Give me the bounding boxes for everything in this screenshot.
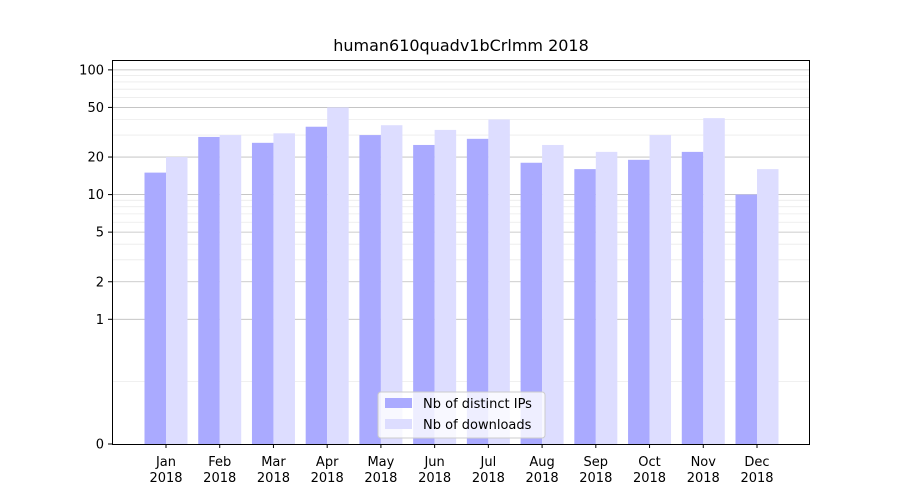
- bar-distinct-ips-mar: [251, 142, 274, 445]
- bar-downloads-apr: [327, 107, 349, 445]
- bar-distinct-ips-dec: [735, 194, 757, 444]
- y-tick-label: 50: [87, 101, 104, 116]
- x-tick-label-month: Feb: [208, 455, 231, 470]
- y-tick-label: 2: [96, 275, 104, 290]
- x-tick-label-month: Jul: [480, 455, 497, 470]
- x-tick-label-year: 2018: [203, 471, 236, 486]
- x-tick-label-year: 2018: [633, 471, 666, 486]
- bar-distinct-ips-feb: [198, 136, 220, 445]
- bar-downloads-aug: [542, 144, 564, 445]
- x-tick-label-year: 2018: [526, 471, 559, 486]
- x-tick-label-month: Jan: [155, 455, 176, 470]
- x-tick-label-month: Dec: [744, 455, 769, 470]
- legend-box: [377, 391, 546, 439]
- legend-swatch: [385, 419, 412, 429]
- x-tick-label-year: 2018: [740, 471, 773, 486]
- bar-distinct-ips-sep: [574, 169, 596, 444]
- x-axis: Jan2018Feb2018Mar2018Apr2018May2018Jun20…: [149, 444, 774, 486]
- bar-downloads-feb: [219, 135, 242, 445]
- bar-distinct-ips-apr: [305, 126, 328, 444]
- y-tick-label: 20: [87, 151, 104, 166]
- x-tick-label-year: 2018: [472, 471, 505, 486]
- bar-downloads-jun: [434, 129, 457, 444]
- bar-distinct-ips-nov: [681, 151, 704, 444]
- x-tick-label-year: 2018: [418, 471, 451, 486]
- bar-distinct-ips-jun: [413, 144, 435, 445]
- bar-distinct-ips-oct: [628, 159, 650, 444]
- y-tick-label: 5: [96, 226, 104, 241]
- bar-downloads-oct: [649, 135, 672, 445]
- bar-downloads-nov: [703, 118, 725, 445]
- x-tick-label-year: 2018: [149, 471, 182, 486]
- legend-swatch: [385, 398, 412, 408]
- bar-downloads-dec: [757, 169, 779, 444]
- bar-downloads-jan: [166, 157, 188, 444]
- x-tick-label-month: Nov: [691, 455, 717, 470]
- legend-label: Nb of downloads: [423, 418, 532, 433]
- x-tick-label-month: Apr: [316, 455, 339, 470]
- x-tick-label-month: Mar: [261, 455, 286, 470]
- bar-distinct-ips-may: [359, 135, 381, 445]
- bar-distinct-ips-jul: [466, 138, 489, 444]
- bar-downloads-mar: [273, 133, 295, 444]
- x-tick-label-month: Aug: [529, 455, 554, 470]
- bar-distinct-ips-jan: [144, 172, 166, 444]
- x-tick-label-year: 2018: [687, 471, 720, 486]
- x-tick-label-month: Oct: [638, 455, 660, 470]
- x-tick-label-month: Jun: [423, 455, 444, 470]
- legend-label: Nb of distinct IPs: [423, 397, 532, 412]
- plot-frame: [112, 60, 810, 445]
- x-tick-label-year: 2018: [364, 471, 397, 486]
- bar-downloads-may: [380, 125, 403, 445]
- x-tick-label-year: 2018: [579, 471, 612, 486]
- bar-distinct-ips-aug: [520, 162, 543, 444]
- y-tick-label: 1: [96, 313, 104, 328]
- x-tick-label-year: 2018: [311, 471, 344, 486]
- y-tick-label: 100: [79, 63, 104, 78]
- x-tick-label-year: 2018: [257, 471, 290, 486]
- legend: Nb of distinct IPs Nb of downloads: [377, 391, 546, 439]
- y-axis: 0 1 2 5 10 20 50 100: [79, 63, 112, 453]
- x-tick-label-month: Sep: [584, 455, 609, 470]
- bar-downloads-sep: [595, 151, 618, 444]
- bars: [144, 107, 779, 445]
- y-tick-label: 0: [96, 438, 104, 453]
- chart-title: human610quadv1bCrlmm 2018: [333, 36, 589, 55]
- y-tick-label: 10: [87, 188, 104, 203]
- x-tick-label-month: May: [367, 455, 394, 470]
- bar-downloads-jul: [488, 119, 510, 444]
